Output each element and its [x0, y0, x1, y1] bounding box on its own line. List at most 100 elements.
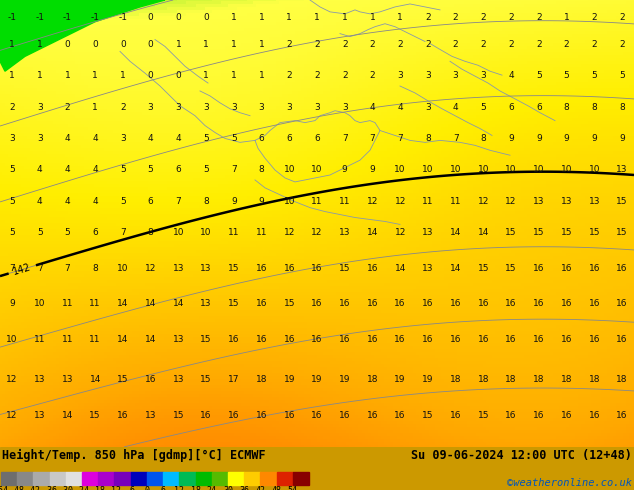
Text: 9: 9 [259, 196, 264, 206]
Text: 2: 2 [453, 13, 458, 23]
Text: 16: 16 [228, 335, 240, 344]
Text: 16: 16 [561, 411, 573, 420]
Text: 5: 5 [37, 228, 42, 237]
Bar [82, 472, 98, 485]
Text: 4: 4 [148, 134, 153, 143]
Text: 14: 14 [477, 228, 489, 237]
Text: 19: 19 [339, 375, 351, 384]
Text: 16: 16 [505, 335, 517, 344]
Text: 10: 10 [561, 165, 573, 174]
Text: 15: 15 [172, 411, 184, 420]
Text: 15: 15 [283, 299, 295, 308]
Text: 4: 4 [37, 196, 42, 206]
Text: 4: 4 [176, 134, 181, 143]
Text: 6: 6 [314, 134, 320, 143]
Text: 5: 5 [65, 228, 70, 237]
Text: 0: 0 [176, 72, 181, 80]
Text: 0: 0 [148, 72, 153, 80]
Text: 16: 16 [339, 411, 351, 420]
Text: 2: 2 [287, 40, 292, 49]
Text: 9: 9 [536, 134, 541, 143]
Text: 4: 4 [398, 103, 403, 112]
Text: -36: -36 [42, 486, 57, 490]
Text: 1: 1 [37, 40, 42, 49]
Text: 16: 16 [533, 299, 545, 308]
Text: 24: 24 [207, 486, 217, 490]
Text: 2: 2 [342, 72, 347, 80]
Text: -6: -6 [126, 486, 136, 490]
Text: ©weatheronline.co.uk: ©weatheronline.co.uk [507, 478, 632, 488]
Text: 16: 16 [450, 411, 462, 420]
Text: 1: 1 [37, 72, 42, 80]
Text: 16: 16 [311, 299, 323, 308]
Text: 11: 11 [256, 228, 268, 237]
Text: 1: 1 [93, 103, 98, 112]
Text: 10: 10 [450, 165, 462, 174]
Text: 7: 7 [120, 228, 126, 237]
Text: 3: 3 [9, 134, 15, 143]
Text: 10: 10 [588, 165, 600, 174]
Text: 1: 1 [342, 13, 347, 23]
Text: 18: 18 [256, 375, 268, 384]
Text: 1: 1 [93, 72, 98, 80]
Text: 3: 3 [425, 103, 430, 112]
Text: 1: 1 [204, 40, 209, 49]
Text: 13: 13 [34, 411, 46, 420]
Text: 1: 1 [231, 72, 236, 80]
Text: 3: 3 [314, 103, 320, 112]
Text: 15: 15 [533, 228, 545, 237]
Text: 0: 0 [176, 13, 181, 23]
Text: 2: 2 [120, 103, 126, 112]
Text: 18: 18 [366, 375, 378, 384]
Text: -1: -1 [119, 13, 127, 23]
Text: 6: 6 [508, 103, 514, 112]
Text: 16: 16 [505, 299, 517, 308]
Text: 19: 19 [311, 375, 323, 384]
Text: 0: 0 [204, 13, 209, 23]
Text: 5: 5 [9, 165, 15, 174]
Text: 13: 13 [172, 264, 184, 272]
Text: 11: 11 [228, 228, 240, 237]
Text: 3: 3 [342, 103, 347, 112]
Text: 8: 8 [93, 264, 98, 272]
Text: 8: 8 [259, 165, 264, 174]
Text: 10: 10 [117, 264, 129, 272]
Text: 11: 11 [311, 196, 323, 206]
Text: 2: 2 [453, 40, 458, 49]
Text: 11: 11 [450, 196, 462, 206]
Text: 16: 16 [533, 335, 545, 344]
Text: 12: 12 [505, 196, 517, 206]
Text: 1: 1 [9, 40, 15, 49]
Text: 15: 15 [505, 228, 517, 237]
Text: 14: 14 [394, 264, 406, 272]
Text: 3: 3 [37, 103, 42, 112]
Text: -1: -1 [63, 13, 72, 23]
Text: 16: 16 [394, 335, 406, 344]
Text: 0: 0 [148, 13, 153, 23]
Text: 42: 42 [256, 486, 266, 490]
Text: 2: 2 [425, 40, 430, 49]
Text: 18: 18 [505, 375, 517, 384]
Text: 3: 3 [259, 103, 264, 112]
Text: 4: 4 [508, 72, 514, 80]
Text: 16: 16 [450, 299, 462, 308]
Text: 11: 11 [34, 335, 46, 344]
Text: 2: 2 [9, 103, 15, 112]
Text: 15: 15 [117, 375, 129, 384]
Text: 14: 14 [117, 335, 129, 344]
Text: 142: 142 [12, 262, 32, 277]
Text: 16: 16 [505, 411, 517, 420]
Text: Su 09-06-2024 12:00 UTC (12+48): Su 09-06-2024 12:00 UTC (12+48) [411, 449, 632, 462]
Text: 9: 9 [9, 299, 15, 308]
Text: 7: 7 [9, 264, 15, 272]
Text: 6: 6 [536, 103, 541, 112]
Bar [293, 472, 309, 485]
Text: 13: 13 [533, 196, 545, 206]
Text: 5: 5 [592, 72, 597, 80]
Text: 16: 16 [200, 411, 212, 420]
Text: 5: 5 [120, 165, 126, 174]
Bar [1, 472, 17, 485]
Text: 16: 16 [283, 411, 295, 420]
Text: 10: 10 [422, 165, 434, 174]
Text: 4: 4 [453, 103, 458, 112]
